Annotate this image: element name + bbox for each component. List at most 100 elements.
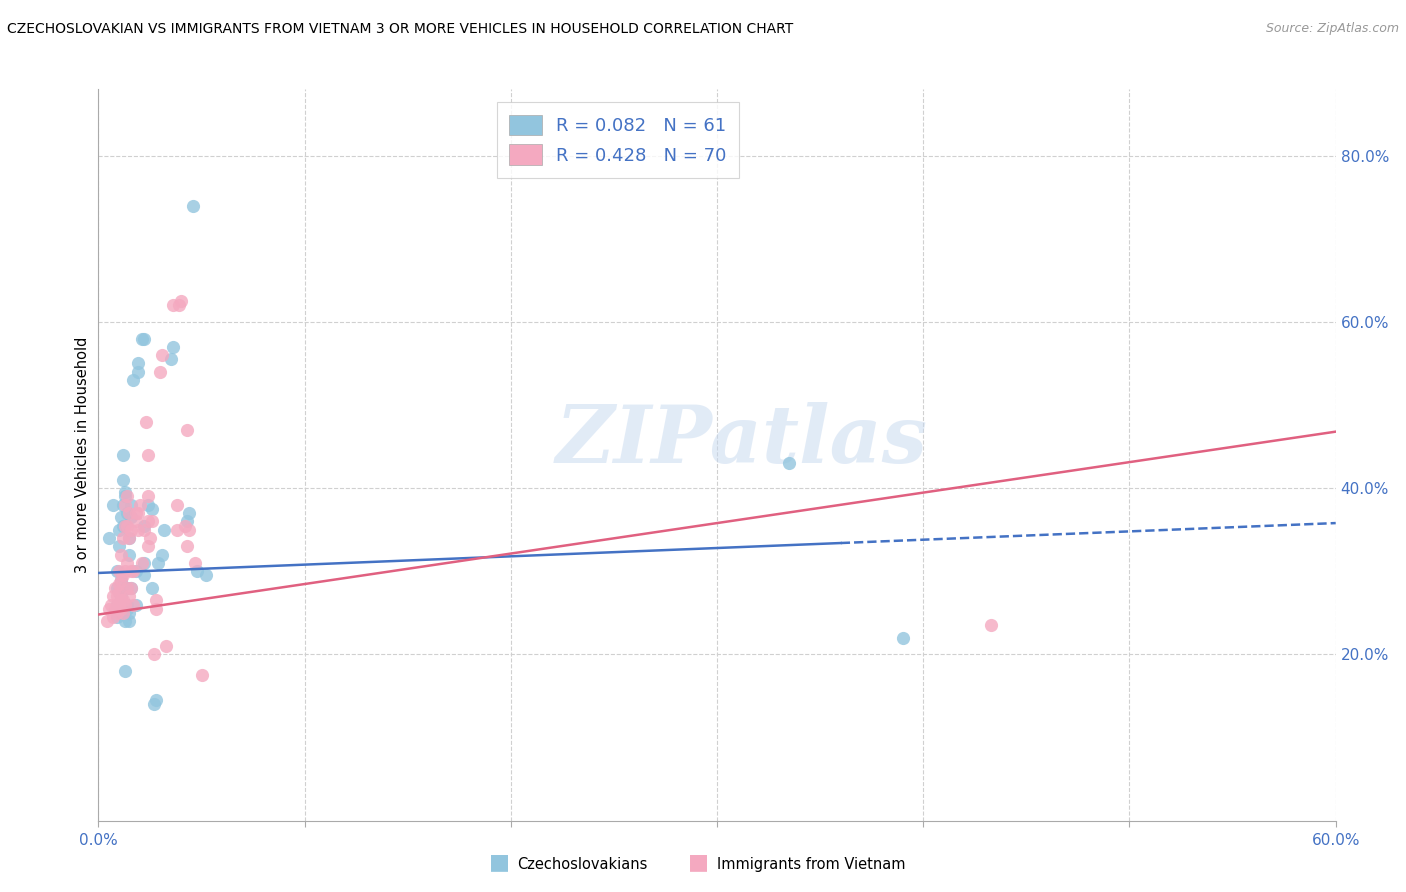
Point	[141, 502, 163, 516]
Point	[118, 548, 141, 562]
Point	[97, 531, 120, 545]
Point	[118, 589, 141, 603]
Point	[141, 581, 163, 595]
Text: ZIPatlas: ZIPatlas	[555, 401, 928, 479]
Legend: R = 0.082   N = 61, R = 0.428   N = 70: R = 0.082 N = 61, R = 0.428 N = 70	[496, 102, 740, 178]
Point	[108, 523, 131, 537]
Point	[112, 473, 135, 487]
Point	[105, 606, 128, 620]
Text: ■: ■	[489, 853, 509, 872]
Point	[145, 601, 167, 615]
Point	[110, 593, 132, 607]
Point	[118, 531, 141, 545]
Point	[105, 589, 128, 603]
Point	[105, 598, 128, 612]
Point	[194, 568, 217, 582]
Point	[162, 298, 184, 312]
Text: Czechoslovakians: Czechoslovakians	[517, 857, 648, 872]
Point	[112, 531, 135, 545]
Point	[122, 598, 145, 612]
Point	[117, 581, 139, 595]
Point	[136, 490, 159, 504]
Point	[891, 631, 914, 645]
Point	[127, 356, 149, 370]
Point	[108, 585, 131, 599]
Point	[145, 693, 167, 707]
Point	[120, 498, 142, 512]
Point	[117, 506, 139, 520]
Point	[118, 531, 141, 545]
Point	[105, 610, 128, 624]
Point	[120, 564, 142, 578]
Point	[143, 648, 166, 662]
Point	[114, 490, 136, 504]
Point	[108, 598, 131, 612]
Point	[141, 515, 163, 529]
Point	[108, 606, 131, 620]
Point	[120, 581, 142, 595]
Point	[112, 448, 135, 462]
Point	[105, 581, 128, 595]
Point	[132, 568, 155, 582]
Point	[112, 498, 135, 512]
Point	[108, 539, 131, 553]
Point	[97, 601, 120, 615]
Point	[117, 601, 139, 615]
Point	[145, 593, 167, 607]
Point	[127, 365, 149, 379]
Point	[101, 610, 124, 624]
Point	[108, 598, 131, 612]
Point	[166, 498, 188, 512]
Point	[108, 564, 131, 578]
Point	[117, 556, 139, 570]
Point	[176, 539, 198, 553]
Point	[127, 523, 149, 537]
Point	[167, 298, 190, 312]
Point	[143, 698, 166, 712]
Point	[114, 598, 136, 612]
Point	[114, 564, 136, 578]
Point	[110, 548, 132, 562]
Point	[112, 568, 135, 582]
Point	[136, 539, 159, 553]
Point	[128, 498, 150, 512]
Point	[184, 556, 207, 570]
Point	[135, 415, 157, 429]
Point	[162, 340, 184, 354]
Point	[176, 423, 198, 437]
Point	[131, 332, 153, 346]
Point	[132, 556, 155, 570]
Point	[190, 668, 212, 682]
Point	[120, 510, 142, 524]
Point	[105, 564, 128, 578]
Point	[110, 601, 132, 615]
Point	[166, 523, 188, 537]
Point	[118, 614, 141, 628]
Point	[148, 556, 170, 570]
Point	[108, 585, 131, 599]
Point	[110, 510, 132, 524]
Point	[122, 373, 145, 387]
Point	[114, 664, 136, 678]
Point	[149, 365, 172, 379]
Point	[124, 515, 146, 529]
Point	[176, 515, 198, 529]
Point	[124, 598, 146, 612]
Text: CZECHOSLOVAKIAN VS IMMIGRANTS FROM VIETNAM 3 OR MORE VEHICLES IN HOUSEHOLD CORRE: CZECHOSLOVAKIAN VS IMMIGRANTS FROM VIETN…	[7, 22, 793, 37]
Point	[124, 564, 146, 578]
Point	[118, 606, 141, 620]
Point	[155, 639, 177, 653]
Point	[174, 518, 197, 533]
Point	[127, 506, 149, 520]
Point	[110, 598, 132, 612]
Point	[105, 598, 128, 612]
Point	[114, 498, 136, 512]
Text: ■: ■	[689, 853, 709, 872]
Point	[179, 523, 201, 537]
Text: Source: ZipAtlas.com: Source: ZipAtlas.com	[1265, 22, 1399, 36]
Point	[112, 518, 135, 533]
Point	[179, 506, 201, 520]
Point	[104, 601, 127, 615]
Point	[112, 606, 135, 620]
Point	[118, 506, 141, 520]
